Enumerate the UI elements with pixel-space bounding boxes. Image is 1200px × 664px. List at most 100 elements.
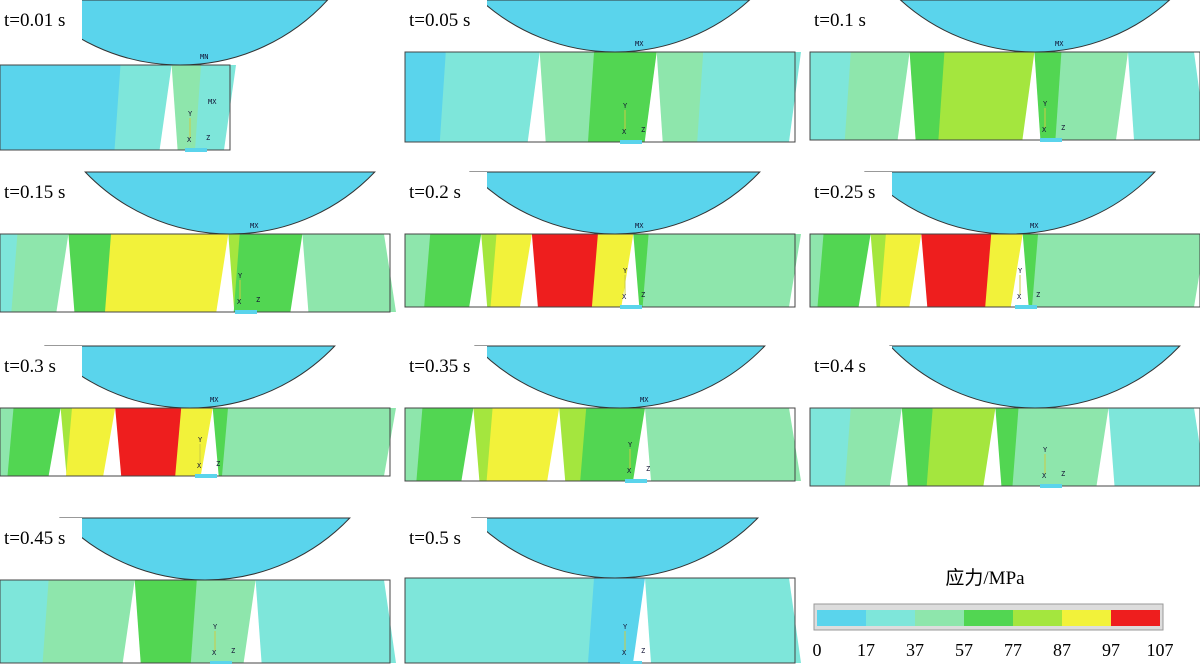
stress-band	[7, 408, 61, 476]
stress-band	[222, 408, 396, 476]
stress-band	[195, 65, 236, 150]
stress-band	[11, 234, 69, 312]
label-bg	[405, 346, 487, 388]
roller	[470, 517, 760, 579]
stress-band	[645, 408, 801, 481]
triad-label: Z	[641, 126, 645, 134]
legend-tick: 57	[955, 640, 973, 660]
legend-tick: 17	[857, 640, 875, 660]
stress-band	[985, 234, 1023, 307]
triad-label: X	[622, 649, 627, 657]
panel-label: t=0.45 s	[4, 528, 65, 549]
panel-label: t=0.15 s	[4, 182, 65, 203]
triad-label: X	[1017, 293, 1022, 301]
support	[620, 661, 642, 664]
marker: MX	[635, 40, 644, 48]
triad-label: Y	[623, 623, 628, 631]
stress-band	[1055, 52, 1128, 140]
stress-band	[1128, 52, 1200, 140]
triad-label: X	[622, 128, 627, 136]
triad-label: X	[1042, 472, 1047, 480]
stress-band	[1032, 234, 1200, 307]
support	[625, 479, 647, 483]
stress-band	[588, 52, 657, 142]
label-bg	[0, 172, 82, 214]
roller	[889, 345, 1181, 409]
triad-label: Z	[231, 647, 235, 655]
stress-band	[190, 580, 256, 663]
triad-label: Z	[641, 647, 645, 655]
support	[620, 305, 642, 309]
triad-label: Y	[198, 436, 203, 444]
strip-outline	[809, 51, 1200, 141]
label-bg	[0, 346, 82, 388]
stress-band	[539, 52, 606, 142]
stress-band	[817, 234, 871, 307]
marker: MX	[1030, 222, 1039, 230]
panel-label: t=0.35 s	[409, 356, 470, 377]
label-bg	[810, 172, 892, 214]
support	[235, 310, 257, 314]
legend-swatch	[1013, 610, 1062, 626]
label-bg	[405, 0, 487, 42]
triad-label: Z	[256, 296, 260, 304]
stress-band	[1108, 408, 1200, 486]
roller	[469, 171, 761, 235]
triad-label: Z	[1061, 470, 1065, 478]
triad-label: Y	[1043, 100, 1048, 108]
triad-label: X	[627, 467, 632, 475]
panel: t=0.5 s Y X Z	[404, 517, 801, 664]
stress-band	[844, 408, 902, 486]
panel: t=0.45 s Y X Z	[0, 517, 396, 664]
triad-label: Y	[213, 623, 218, 631]
label-bg	[405, 172, 487, 214]
legend-swatch	[915, 610, 964, 626]
triad-label: X	[237, 298, 242, 306]
stress-band	[134, 580, 209, 663]
legend-tick: 37	[906, 640, 924, 660]
stress-band	[424, 234, 482, 307]
marker: MN	[200, 53, 208, 61]
triad-label: Z	[216, 460, 220, 468]
roller	[479, 0, 751, 53]
strip-outline	[0, 64, 231, 151]
panel-label: t=0.4 s	[814, 356, 866, 377]
stress-band	[416, 408, 474, 481]
stress-band	[642, 234, 801, 307]
stress-band	[486, 408, 560, 481]
label-bg	[0, 0, 82, 42]
strip-outline	[809, 407, 1200, 487]
marker: MX	[210, 396, 219, 404]
roller	[474, 345, 766, 409]
roller	[84, 171, 376, 235]
panel: t=0.15 s MX Y X Z	[0, 171, 396, 314]
triad-label: Z	[206, 134, 210, 142]
panel: t=0.25 s MX Y X Z	[809, 171, 1200, 309]
legend-tick: 87	[1053, 640, 1071, 660]
panel-label: t=0.25 s	[814, 182, 875, 203]
stress-band	[233, 234, 303, 312]
roller	[59, 517, 351, 581]
triad-label: Y	[188, 110, 193, 118]
stress-band	[302, 234, 396, 312]
triad-label: X	[622, 293, 627, 301]
stress-band	[405, 578, 606, 663]
roller	[44, 345, 336, 409]
panel-label: t=0.3 s	[4, 356, 56, 377]
stress-band	[879, 234, 922, 307]
stress-band	[490, 234, 532, 307]
legend-swatch	[817, 610, 866, 626]
panel: t=0.4 s Y X Z	[809, 345, 1200, 488]
stress-band	[531, 234, 610, 307]
support	[210, 661, 232, 664]
strip-outline	[404, 233, 796, 308]
triad-label: Y	[1043, 446, 1048, 454]
support	[1040, 484, 1062, 488]
stress-band	[926, 408, 996, 486]
panel: t=0.1 s MX Y X Z	[809, 0, 1200, 142]
triad-label: Z	[1061, 124, 1065, 132]
legend-swatch	[866, 610, 915, 626]
triad-label: Y	[623, 102, 628, 110]
legend-swatch	[964, 610, 1013, 626]
